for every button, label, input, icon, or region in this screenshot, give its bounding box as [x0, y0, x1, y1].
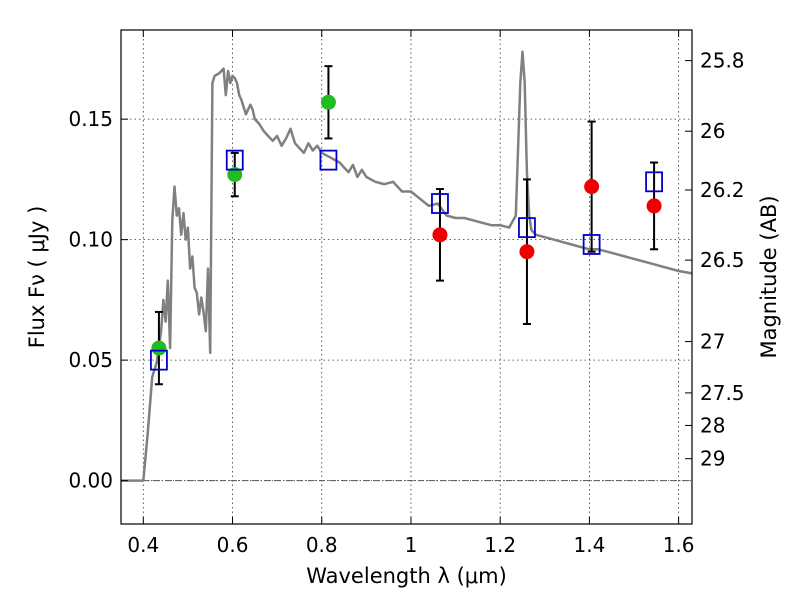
data-point	[646, 198, 662, 214]
model-point	[645, 171, 663, 193]
model-point	[150, 349, 168, 371]
right-tick-label: 27.5	[700, 381, 745, 405]
x-tick-label: 1	[405, 533, 418, 557]
y-axis-label: Flux Fν ( μJy )	[25, 206, 49, 349]
model-point	[582, 234, 601, 255]
model-point	[319, 149, 338, 171]
right-tick-label: 27	[700, 330, 725, 354]
data-point	[320, 94, 336, 110]
x-tick-label: 1.2	[484, 533, 516, 557]
right-tick-label: 29	[700, 447, 725, 471]
plot-frame	[120, 29, 693, 525]
right-tick-label: 26.5	[700, 248, 745, 272]
y-tick-label: 0.05	[68, 348, 113, 372]
y-tick-label: 0.10	[68, 228, 113, 252]
x-tick-label: 0.6	[217, 533, 249, 557]
plot-area	[121, 50, 693, 482]
x-tick-label: 0.4	[127, 533, 159, 557]
model-point	[431, 193, 449, 214]
x-tick-label: 1.4	[573, 533, 605, 557]
data-point	[519, 244, 535, 260]
model-spectrum-line	[121, 50, 693, 482]
x-axis-label: Wavelength λ (μm)	[306, 564, 507, 588]
right-tick-label: 25.8	[700, 49, 745, 73]
y-tick-label: 0.00	[68, 469, 113, 493]
model-point	[518, 217, 536, 239]
right-tick-label: 28	[700, 413, 725, 437]
y-tick-label: 0.15	[68, 107, 113, 131]
data-point	[584, 179, 600, 195]
data-point	[227, 167, 243, 183]
x-tick-label: 0.8	[306, 533, 338, 557]
data-point	[432, 227, 448, 243]
right-axis-label: Magnitude (AB)	[757, 195, 781, 358]
data-point	[151, 340, 167, 356]
x-tick-label: 1.6	[663, 533, 695, 557]
right-tick-label: 26.2	[700, 178, 745, 202]
model-point	[225, 149, 244, 171]
right-tick-label: 26	[700, 119, 725, 143]
axis-ticks: 0.4 0.6 0.8 1 1.2 1.4 1.6 0.00 0.05 0.10 0.15 25.8 2…	[68, 30, 745, 557]
grid-lines	[121, 30, 692, 524]
